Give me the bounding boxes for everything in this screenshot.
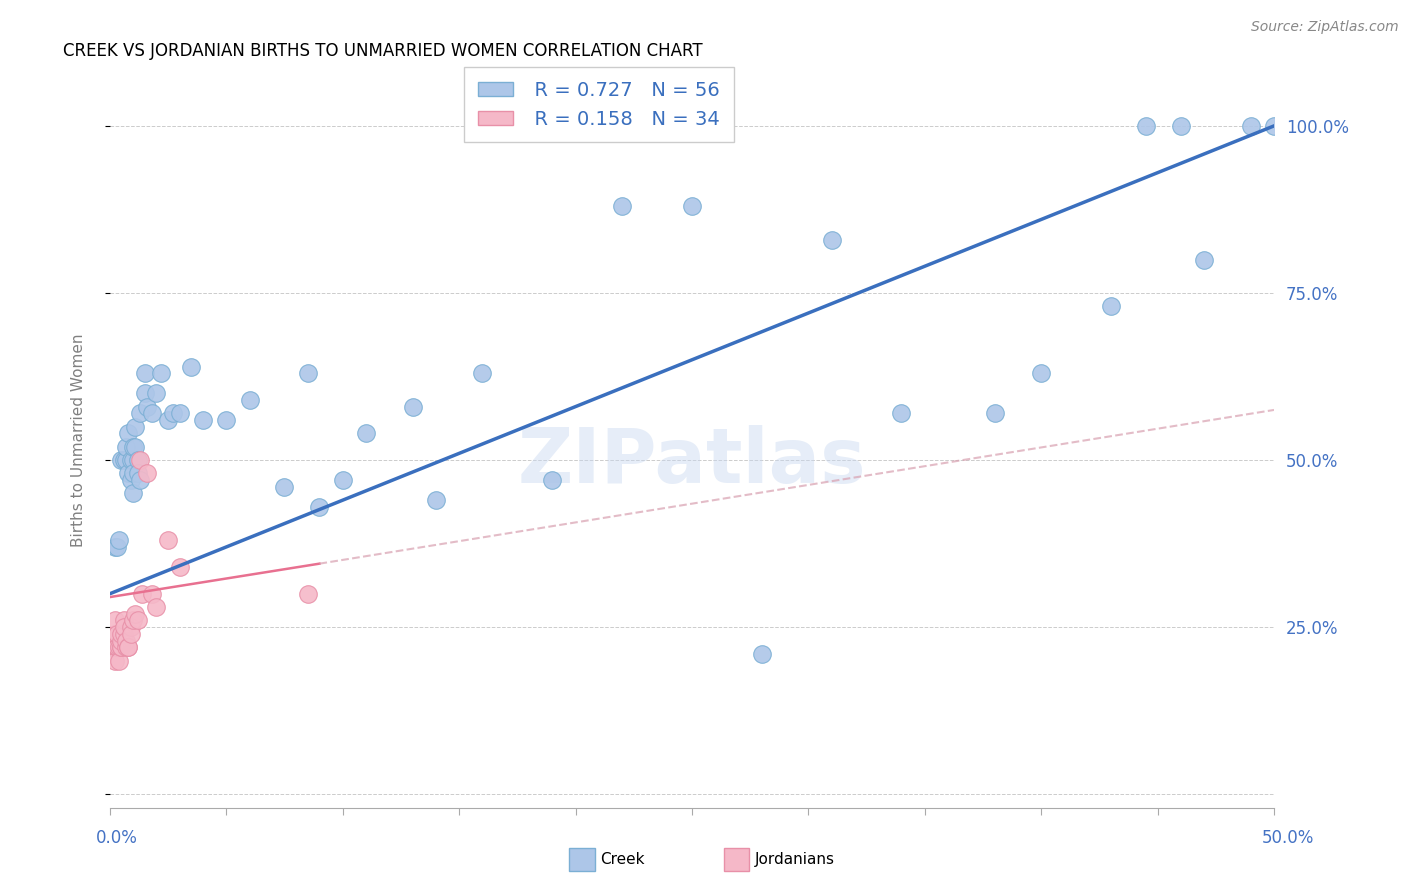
Point xyxy=(124,607,146,621)
Text: ZIPatlas: ZIPatlas xyxy=(517,425,866,500)
Point xyxy=(122,486,145,500)
Point xyxy=(110,640,132,655)
Point xyxy=(681,199,703,213)
Point xyxy=(105,640,128,655)
Point xyxy=(129,406,152,420)
Point xyxy=(122,440,145,454)
Point xyxy=(117,426,139,441)
Point xyxy=(120,473,142,487)
Point xyxy=(134,366,156,380)
Point xyxy=(297,366,319,380)
Point xyxy=(115,453,138,467)
Text: Jordanians: Jordanians xyxy=(755,853,835,867)
Point xyxy=(117,640,139,655)
Text: Creek: Creek xyxy=(600,853,645,867)
Point xyxy=(1170,119,1192,133)
Point xyxy=(354,426,377,441)
Y-axis label: Births to Unmarried Women: Births to Unmarried Women xyxy=(72,334,86,547)
Point xyxy=(425,493,447,508)
Point xyxy=(129,473,152,487)
Point xyxy=(471,366,494,380)
Point xyxy=(110,627,132,641)
Point xyxy=(129,453,152,467)
Point xyxy=(112,627,135,641)
Text: CREEK VS JORDANIAN BIRTHS TO UNMARRIED WOMEN CORRELATION CHART: CREEK VS JORDANIAN BIRTHS TO UNMARRIED W… xyxy=(63,42,703,60)
Point xyxy=(110,640,132,655)
Point xyxy=(136,400,159,414)
Point xyxy=(120,453,142,467)
Point xyxy=(124,419,146,434)
Point xyxy=(127,614,149,628)
Point xyxy=(1135,119,1157,133)
Point xyxy=(162,406,184,420)
Point xyxy=(127,467,149,481)
Point xyxy=(112,453,135,467)
Point xyxy=(890,406,912,420)
Point xyxy=(145,386,167,401)
Point xyxy=(127,453,149,467)
Text: 0.0%: 0.0% xyxy=(96,829,138,847)
Point xyxy=(141,406,163,420)
Point xyxy=(115,640,138,655)
Point xyxy=(238,392,260,407)
Point xyxy=(1031,366,1053,380)
Point xyxy=(297,587,319,601)
Legend:   R = 0.727   N = 56,   R = 0.158   N = 34: R = 0.727 N = 56, R = 0.158 N = 34 xyxy=(464,68,734,143)
Point xyxy=(610,199,633,213)
Point xyxy=(112,614,135,628)
Point xyxy=(141,587,163,601)
Point xyxy=(110,453,132,467)
Point xyxy=(191,413,214,427)
Text: Source: ZipAtlas.com: Source: ZipAtlas.com xyxy=(1251,20,1399,34)
Point xyxy=(108,640,131,655)
Point xyxy=(122,467,145,481)
Point xyxy=(332,473,354,487)
Point xyxy=(180,359,202,374)
Point xyxy=(105,640,128,655)
Text: 50.0%: 50.0% xyxy=(1263,829,1315,847)
Point xyxy=(1099,299,1122,313)
Point xyxy=(120,627,142,641)
Point xyxy=(157,413,180,427)
Point xyxy=(1192,252,1215,267)
Point xyxy=(150,366,173,380)
Point xyxy=(120,620,142,634)
Point xyxy=(215,413,238,427)
Point xyxy=(169,406,191,420)
Point xyxy=(145,600,167,615)
Point xyxy=(308,500,330,514)
Point xyxy=(273,480,295,494)
Point xyxy=(103,614,125,628)
Point xyxy=(122,453,145,467)
Point xyxy=(103,654,125,668)
Point xyxy=(117,640,139,655)
Point xyxy=(124,440,146,454)
Point xyxy=(1263,119,1285,133)
Point xyxy=(103,540,125,554)
Point xyxy=(108,533,131,548)
Point xyxy=(103,627,125,641)
Point xyxy=(401,400,423,414)
Point xyxy=(103,640,125,655)
Point xyxy=(101,640,124,655)
Point xyxy=(136,467,159,481)
Point xyxy=(105,627,128,641)
Point xyxy=(1240,119,1263,133)
Point xyxy=(115,633,138,648)
Point xyxy=(169,560,191,574)
Point xyxy=(112,620,135,634)
Point xyxy=(131,587,153,601)
Point xyxy=(157,533,180,548)
Point xyxy=(110,633,132,648)
Point xyxy=(108,654,131,668)
Point xyxy=(820,233,842,247)
Point xyxy=(117,467,139,481)
Point xyxy=(115,440,138,454)
Point xyxy=(105,540,128,554)
Point xyxy=(751,647,773,661)
Point xyxy=(134,386,156,401)
Point xyxy=(541,473,564,487)
Point xyxy=(983,406,1005,420)
Point xyxy=(122,614,145,628)
